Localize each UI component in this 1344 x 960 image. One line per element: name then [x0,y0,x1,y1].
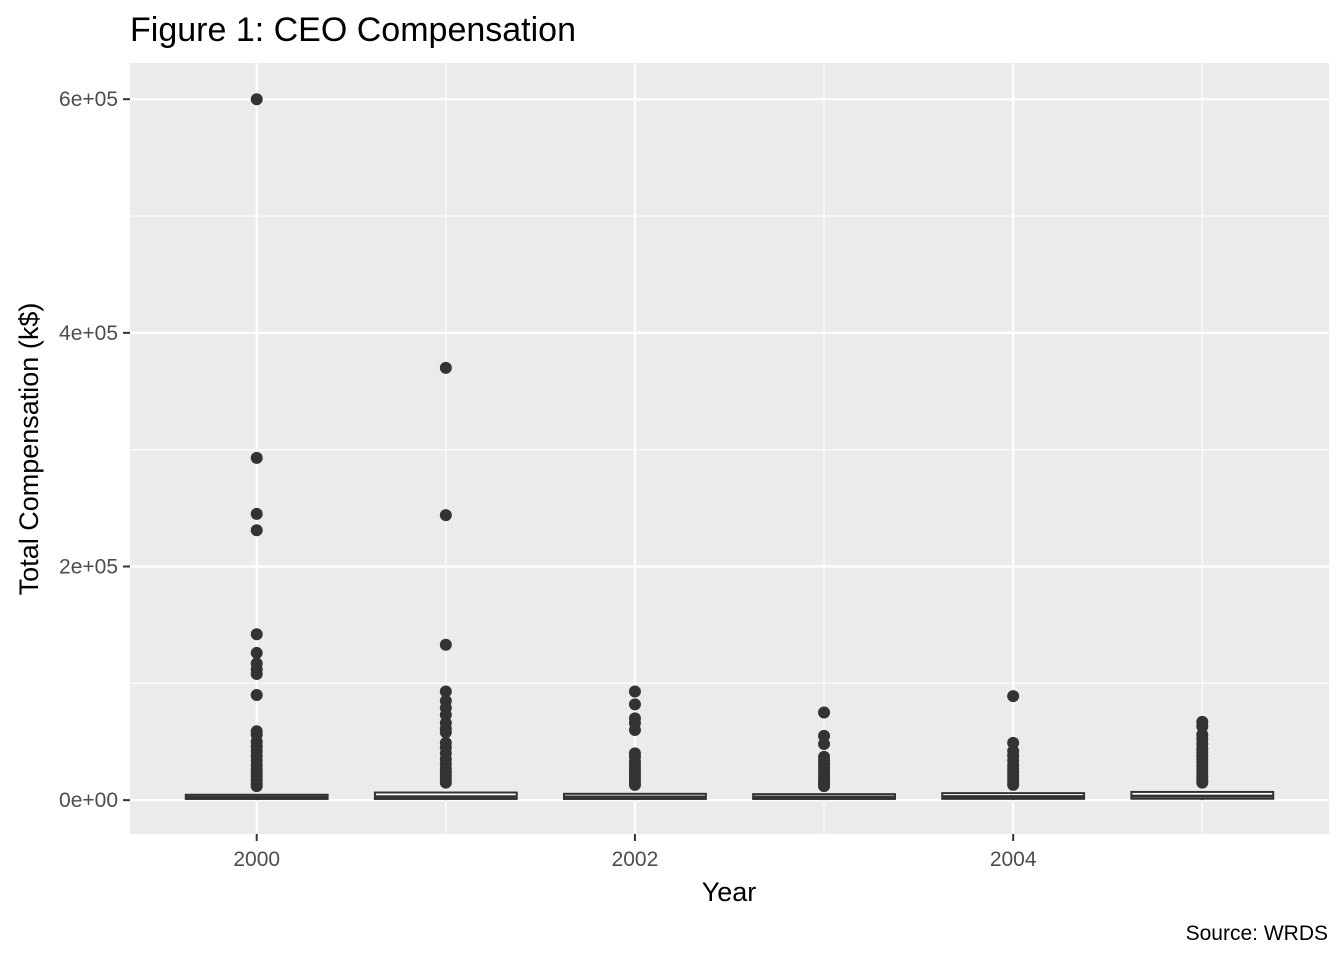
box-2002 [563,792,707,801]
outlier-point [439,685,452,698]
grid-lines [130,63,1329,834]
x-tick-label: 2002 [612,848,659,871]
plot-panel [130,63,1329,834]
y-axis: 0e+00 2e+05 4e+05 6e+05 [59,88,130,812]
outlier-point [628,685,641,698]
outlier-point [250,667,263,680]
outlier-point [439,361,452,374]
outlier-point [250,646,263,659]
outlier-point [1007,690,1020,703]
source-caption: Source: WRDS [1186,922,1328,945]
outlier-point [250,688,263,701]
x-axis: 2000 2002 2004 [233,834,1037,871]
outlier-point [439,776,452,789]
outlier-point [1196,776,1209,789]
x-axis-title: Year [702,877,757,907]
y-tick-label: 0e+00 [59,789,118,812]
outlier-point [250,507,263,520]
outlier-point [439,638,452,651]
outlier-point [250,780,263,793]
outlier-point [628,724,641,737]
outlier-point [439,509,452,522]
box-2001 [373,791,518,801]
box-2003 [752,793,896,801]
chart-title: Figure 1: CEO Compensation [130,11,576,49]
outlier-points [250,93,1209,793]
outlier-point [250,524,263,537]
box-2004 [941,792,1086,801]
box-2005 [1130,790,1275,801]
y-axis-title: Total Compensation (k$) [14,303,44,596]
y-tick-label: 4e+05 [59,322,118,345]
x-tick-label: 2000 [233,848,280,871]
outlier-point [250,451,263,464]
outlier-point [818,706,831,719]
x-tick-label: 2004 [990,848,1037,871]
outlier-point [250,628,263,641]
outlier-point [818,780,831,793]
boxplot-series [184,790,1275,801]
outlier-point [628,698,641,711]
outlier-point [1007,778,1020,791]
outlier-point [250,93,263,106]
box-2000 [184,793,329,801]
outlier-point [628,778,641,791]
outlier-point [818,738,831,751]
outlier-point [439,726,452,739]
y-tick-label: 2e+05 [59,555,118,578]
y-tick-label: 6e+05 [59,88,118,111]
